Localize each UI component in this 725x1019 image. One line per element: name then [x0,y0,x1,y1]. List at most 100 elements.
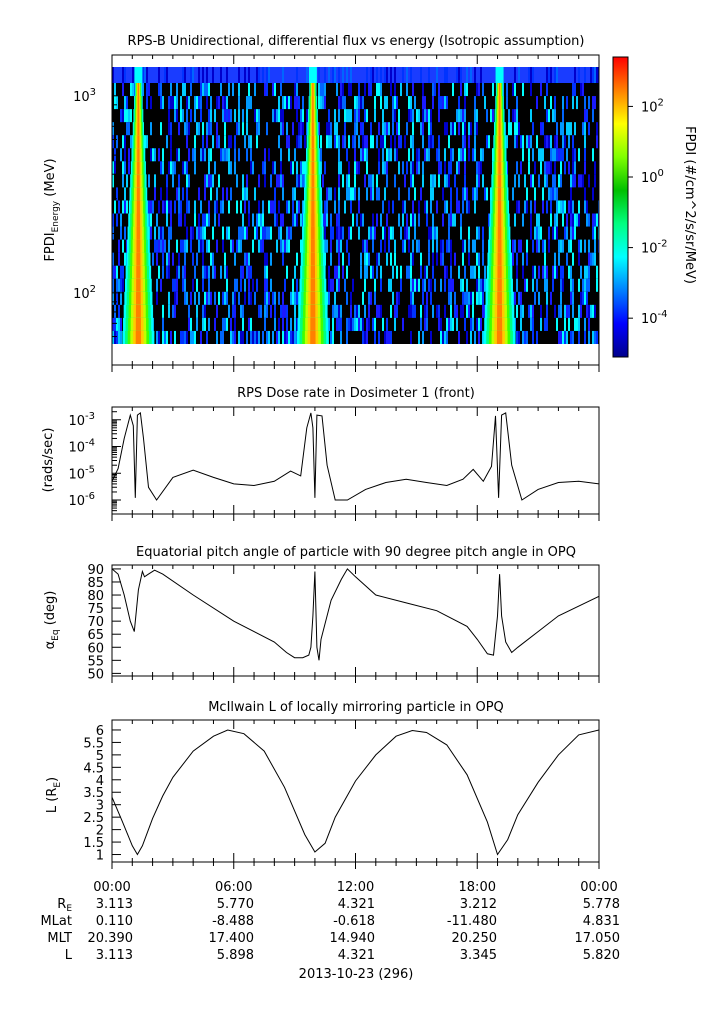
heatmap-cell [464,109,466,123]
heatmap-cell [546,161,548,175]
heatmap-cell [160,226,162,240]
heatmap-cell [476,291,478,305]
heatmap-cell [120,291,122,305]
heatmap-cell [298,122,300,136]
heatmap-cell [170,213,172,227]
heatmap-cell [530,317,532,331]
heatmap-cell [592,213,594,227]
heatmap-cell [208,317,210,331]
heatmap-cell [346,317,348,331]
heatmap-cell [550,96,552,110]
heatmap-cell [148,174,150,188]
heatmap-cell [258,122,260,136]
heatmap-cell [292,187,294,201]
heatmap-cell [294,265,296,279]
heatmap-cell [130,109,132,123]
heatmap-cell [350,187,352,201]
heatmap-cell [446,174,448,188]
heatmap-cell [146,96,148,110]
heatmap-cell [238,96,240,110]
heatmap-cell [436,304,438,318]
heatmap-cell [318,96,320,110]
heatmap-cell [456,67,458,83]
heatmap-cell [182,265,184,279]
heatmap-cell [204,304,206,318]
heatmap-cell [492,109,494,123]
heatmap-band-cell [136,278,141,293]
heatmap-cell [274,83,276,97]
heatmap-cell [466,278,468,292]
ephemeris-row-label: MLat [40,914,72,929]
heatmap-cell [216,239,218,253]
heatmap-cell [250,330,252,344]
heatmap-cell [572,148,574,162]
heatmap-cell [120,330,122,344]
heatmap-cell [456,304,458,318]
heatmap-cell [586,304,588,318]
heatmap-cell [336,213,338,227]
heatmap-cell [210,109,212,123]
heatmap-cell [380,67,382,83]
heatmap-cell [302,122,304,136]
heatmap-cell [520,291,522,305]
heatmap-cell [296,67,298,83]
heatmap-cell [428,135,430,149]
ephemeris-value: 5.820 [583,948,620,963]
heatmap-cell [584,109,586,123]
heatmap-cell [428,109,430,123]
heatmap-cell [448,174,450,188]
heatmap-cell [210,122,212,136]
heatmap-cell [480,161,482,175]
heatmap-cell [248,291,250,305]
heatmap-cell [336,239,338,253]
heatmap-cell [362,317,364,331]
heatmap-cell [554,213,556,227]
heatmap-cell [574,83,576,97]
heatmap-cell [340,330,342,344]
heatmap-cell [584,291,586,305]
heatmap-cell [352,135,354,149]
heatmap-cell [214,291,216,305]
heatmap-cell [206,291,208,305]
heatmap-cell [268,226,270,240]
heatmap-band-cell [310,252,315,267]
heatmap-cell [518,122,520,136]
y-tick-label: 103 [73,87,96,105]
heatmap-cell [294,317,296,331]
heatmap-cell [432,187,434,201]
heatmap-cell [460,304,462,318]
heatmap-cell [438,317,440,331]
heatmap-cell [266,304,268,318]
heatmap-cell [522,135,524,149]
heatmap-cell [506,135,508,149]
heatmap-cell [474,148,476,162]
heatmap-cell [464,148,466,162]
heatmap-cell [432,239,434,253]
heatmap-cell [212,67,214,83]
heatmap-cell [446,122,448,136]
heatmap-cell [168,109,170,123]
heatmap-cell [118,304,120,318]
heatmap-band-cell [311,148,315,162]
heatmap-cell [382,226,384,240]
heatmap-cell [222,148,224,162]
heatmap-cell [448,213,450,227]
heatmap-cell [270,252,272,266]
heatmap-cell [246,109,248,123]
heatmap-cell [514,213,516,227]
heatmap-cell [122,278,124,292]
heatmap-cell [226,226,228,240]
heatmap-cell [562,109,564,123]
heatmap-cell [412,304,414,318]
heatmap-cell [432,304,434,318]
heatmap-cell [338,278,340,292]
heatmap-cell [260,239,262,253]
heatmap-cell [476,122,478,136]
heatmap-cell [148,213,150,227]
heatmap-cell [206,67,208,83]
heatmap-cell [426,317,428,331]
heatmap-cell [330,239,332,253]
heatmap-cell [548,239,550,253]
heatmap-cell [224,135,226,149]
heatmap-cell [256,213,258,227]
